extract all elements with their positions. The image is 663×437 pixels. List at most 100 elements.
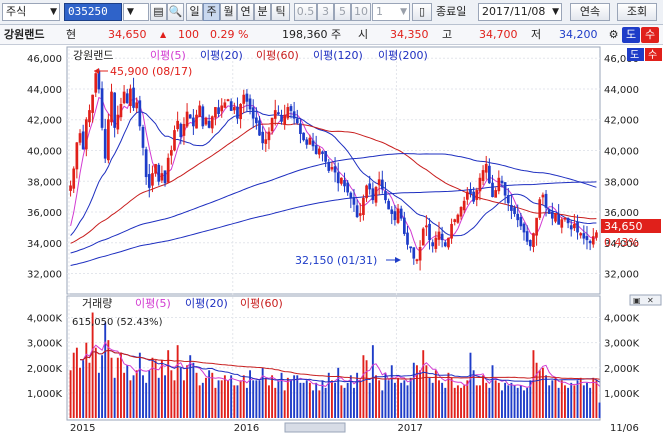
- vol-tick-label-left: 3,000K: [27, 339, 63, 350]
- candle-body: [327, 162, 331, 171]
- market-select[interactable]: 주식 ▼: [2, 3, 60, 21]
- candle-body: [579, 233, 583, 236]
- volume-bar: [198, 385, 201, 418]
- date-input[interactable]: 2017/11/08 ▼: [478, 3, 562, 21]
- legend-ma200: 이평(200): [378, 49, 428, 62]
- candle-body: [151, 173, 154, 186]
- sell-button[interactable]: 도: [622, 27, 640, 43]
- candle-body: [550, 211, 554, 219]
- candle-body: [488, 165, 491, 184]
- page-button[interactable]: ▯: [412, 3, 432, 21]
- volume-bar: [589, 387, 592, 418]
- volume-bar: [425, 365, 428, 418]
- volume-bar: [330, 380, 333, 418]
- volume-bar: [494, 380, 497, 418]
- candle-body: [251, 107, 255, 119]
- volume-bar: [384, 372, 387, 418]
- volume-bar: [362, 355, 365, 418]
- volume-bar: [438, 380, 440, 418]
- volume-bar: [85, 342, 88, 418]
- volume-bar: [72, 352, 75, 418]
- candle-body: [528, 240, 532, 247]
- candle-body: [573, 223, 576, 229]
- period-day-button[interactable]: 일: [186, 3, 203, 21]
- period-minute-button[interactable]: 분: [254, 3, 271, 21]
- candle-body: [333, 166, 337, 173]
- ma200-line: [70, 181, 597, 266]
- interval-3-button[interactable]: 3: [317, 3, 334, 21]
- settings-gear-icon[interactable]: ⚙: [608, 28, 619, 41]
- candle-body: [295, 118, 299, 124]
- interval-05-button[interactable]: 0.5: [294, 3, 317, 21]
- vol-tick-label-right: 4,000K: [604, 314, 640, 325]
- volume-bar: [422, 350, 425, 418]
- code-dropdown[interactable]: ▼: [123, 3, 149, 21]
- toolbar: 주식 ▼ 035250 ▼ ▤ 🔍 일 주 월 연 분 틱 0.5 3 5 10…: [0, 0, 663, 25]
- chart-scrollbar-thumb[interactable]: [284, 422, 346, 433]
- volume-info: 615,050 (52.43%): [72, 317, 163, 328]
- candle-body: [75, 142, 79, 170]
- candle-body: [242, 94, 246, 104]
- volume-bar: [419, 370, 422, 418]
- market-select-value: 주식: [6, 5, 27, 18]
- candle-body: [437, 231, 441, 240]
- period-tick-button[interactable]: 틱: [271, 3, 290, 21]
- candle-body: [207, 120, 211, 128]
- candle-body: [418, 246, 422, 261]
- volume-bar: [186, 365, 189, 418]
- candle-body: [491, 182, 494, 198]
- query-button[interactable]: 조회: [617, 3, 657, 21]
- candle-body: [478, 177, 482, 192]
- volume-bar: [280, 372, 283, 418]
- period-month-button[interactable]: 월: [220, 3, 237, 21]
- volume-bar: [472, 370, 475, 418]
- volume-bar: [91, 312, 94, 418]
- panel-controls[interactable]: [629, 294, 662, 306]
- candle-body: [100, 88, 104, 128]
- stock-code-input[interactable]: 035250: [64, 3, 122, 21]
- interval-5-button[interactable]: 5: [334, 3, 351, 21]
- chart-sell-label: 도: [630, 50, 639, 61]
- continuous-button[interactable]: 연속: [570, 3, 610, 21]
- candle-body: [267, 131, 271, 141]
- chart-buy-button[interactable]: [645, 48, 662, 61]
- volume-bar: [444, 387, 447, 418]
- volume-bar: [409, 377, 412, 418]
- search-button[interactable]: 🔍: [167, 3, 184, 21]
- candle-body: [192, 117, 195, 127]
- candle-body: [459, 207, 463, 217]
- candle-body: [465, 191, 469, 200]
- list-button[interactable]: ▤: [150, 3, 167, 21]
- volume-bar: [249, 370, 252, 418]
- interval-select[interactable]: 1 ▼: [372, 3, 410, 21]
- period-year-button[interactable]: 연: [237, 3, 254, 21]
- chart-sell-button[interactable]: [627, 48, 644, 61]
- candle-body: [554, 213, 557, 222]
- volume-bar: [120, 352, 122, 418]
- panel-max-icon[interactable]: ▣: [633, 296, 641, 305]
- candle-body: [403, 217, 406, 234]
- volume-bar: [387, 380, 390, 418]
- panel-close-icon[interactable]: ✕: [647, 296, 654, 305]
- volume-bar: [538, 370, 541, 418]
- volume-bar: [264, 377, 267, 418]
- candle-body: [255, 117, 258, 124]
- volume-bar: [563, 385, 566, 418]
- volume-bar: [201, 382, 204, 418]
- y-tick-label-right: 42,000: [604, 116, 639, 127]
- volume-bar: [488, 387, 491, 418]
- y-tick-label-left: 46,000: [27, 54, 62, 65]
- candle-body: [258, 120, 261, 136]
- vol-tick-label-right: 1,000K: [604, 389, 640, 400]
- volume-bar: [450, 377, 453, 418]
- interval-10-button[interactable]: 10: [351, 3, 371, 21]
- high-label: 고: [442, 28, 453, 41]
- stock-chart[interactable]: 46,000 46,000 44,000 44,000 42,000 42,000 40,0…: [0, 45, 663, 434]
- candle-body: [261, 131, 264, 144]
- period-week-button[interactable]: 주: [203, 3, 220, 21]
- candle-body: [311, 140, 315, 147]
- buy-button[interactable]: 수: [641, 27, 659, 43]
- candle-body: [500, 180, 504, 184]
- chart-area[interactable]: 46,000 46,000 44,000 44,000 42,000 42,000 40,0…: [0, 45, 663, 434]
- volume-bar: [560, 380, 563, 418]
